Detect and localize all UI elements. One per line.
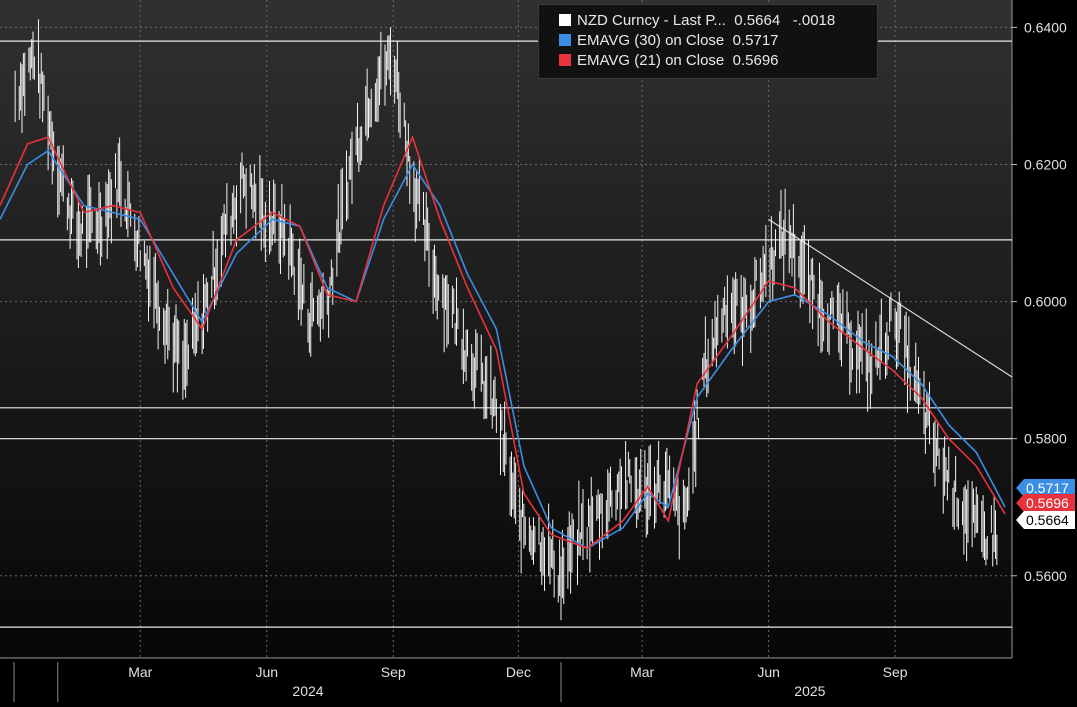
last-value-tag-label: 0.5696 — [1026, 495, 1069, 511]
legend-item-ema30: EMAVG (30) on Close 0.5717 — [547, 31, 779, 51]
last-value-tag-bg — [1016, 479, 1075, 497]
legend-value-nzd: 0.5664 — [734, 12, 781, 29]
legend-item-ema21: EMAVG (21) on Close 0.5696 — [547, 51, 779, 71]
y-tick-label: 0.5800 — [1024, 431, 1067, 447]
legend-label-nzd: NZD Curncy - Last P... — [577, 12, 726, 29]
x-year-label: 2025 — [794, 683, 825, 699]
x-tick-label: Jun — [255, 664, 278, 680]
y-tick-label: 0.6400 — [1024, 19, 1067, 35]
last-value-tag: 0.5664 — [1016, 511, 1075, 529]
trendline — [768, 218, 1013, 378]
last-value-tag-bg — [1016, 511, 1075, 529]
legend-label-ema30: EMAVG (30) on Close — [577, 32, 725, 49]
y-tick-label: 0.6200 — [1024, 157, 1067, 173]
x-tick-label: Mar — [128, 664, 152, 680]
plot-background — [0, 0, 1012, 658]
legend-label-ema21: EMAVG (21) on Close — [577, 52, 725, 69]
x-tick-label: Jun — [757, 664, 780, 680]
x-tick-label: Dec — [506, 664, 531, 680]
last-value-tag: 0.5717 — [1016, 479, 1075, 497]
legend-change-nzd: -.0018 — [792, 12, 836, 29]
legend-item-nzd: NZD Curncy - Last P... 0.5664 -.0018 — [547, 11, 835, 31]
ema30-line — [0, 149, 1006, 550]
x-tick-label: Mar — [630, 664, 654, 680]
legend-swatch-ema30 — [559, 34, 571, 46]
chart-legend: NZD Curncy - Last P... 0.5664 -.0018 EMA… — [538, 4, 878, 79]
last-value-tag-label: 0.5664 — [1026, 512, 1069, 528]
x-axis-panel — [0, 658, 1077, 702]
legend-value-ema30: 0.5717 — [732, 32, 779, 49]
last-value-tag-label: 0.5717 — [1026, 480, 1069, 496]
legend-value-ema21: 0.5696 — [732, 52, 779, 69]
last-value-tag: 0.5696 — [1016, 494, 1075, 512]
last-value-tag-bg — [1016, 494, 1075, 512]
y-tick-label: 0.6000 — [1024, 294, 1067, 310]
x-tick-label: Sep — [381, 664, 406, 680]
x-tick-label: Sep — [883, 664, 908, 680]
legend-swatch-ema21 — [559, 54, 571, 66]
ema21-line — [0, 134, 1006, 550]
y-tick-label: 0.5600 — [1024, 568, 1067, 584]
y-axis-panel — [1012, 0, 1077, 658]
legend-swatch-nzd — [559, 14, 571, 26]
x-year-label: 2024 — [292, 683, 323, 699]
